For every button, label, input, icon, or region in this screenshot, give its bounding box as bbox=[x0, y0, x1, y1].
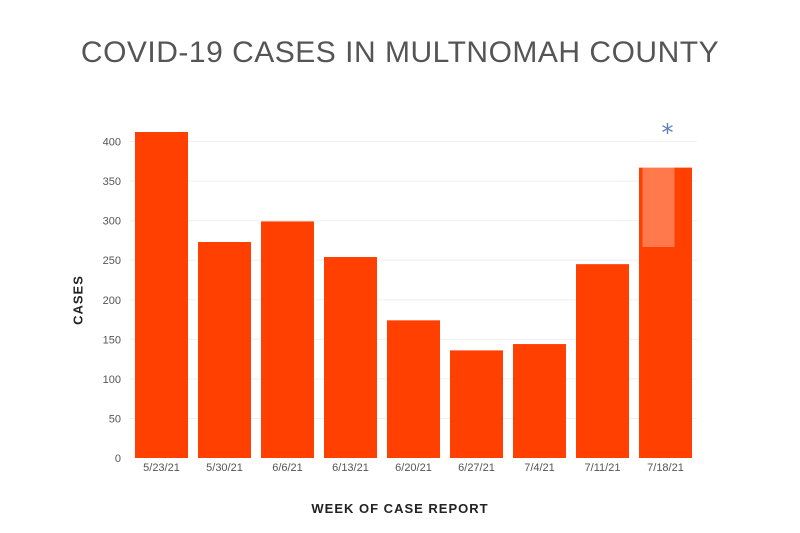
x-tick-label: 7/18/21 bbox=[647, 462, 684, 474]
x-tick-label: 6/6/21 bbox=[272, 462, 303, 474]
y-tick-label: 100 bbox=[103, 374, 121, 386]
x-tick-label: 6/13/21 bbox=[332, 462, 369, 474]
annotation-asterisk: * bbox=[662, 119, 674, 147]
x-tick-label: 6/20/21 bbox=[395, 462, 432, 474]
x-tick-label: 6/27/21 bbox=[458, 462, 495, 474]
x-axis-label: WEEK OF CASE REPORT bbox=[311, 501, 489, 516]
bar bbox=[387, 320, 440, 458]
chart-title: COVID-19 CASES IN MULTNOMAH COUNTY bbox=[80, 36, 720, 69]
y-tick-label: 400 bbox=[103, 137, 121, 149]
bar bbox=[450, 350, 503, 458]
bar bbox=[576, 264, 629, 458]
x-tick-label: 7/4/21 bbox=[524, 462, 555, 474]
bar bbox=[324, 257, 377, 458]
bar bbox=[261, 221, 314, 458]
bar bbox=[639, 167, 692, 458]
bar bbox=[135, 132, 188, 458]
x-tick-label: 5/23/21 bbox=[143, 462, 180, 474]
y-tick-label: 50 bbox=[109, 413, 121, 425]
y-tick-label: 300 bbox=[103, 216, 121, 228]
annotation-highlight bbox=[642, 110, 675, 247]
y-tick-label: 350 bbox=[103, 176, 121, 188]
y-tick-label: 0 bbox=[115, 453, 121, 465]
y-tick-label: 200 bbox=[103, 295, 121, 307]
x-tick-label: 7/11/21 bbox=[585, 462, 621, 474]
bar bbox=[198, 241, 251, 458]
x-tick-label: 5/30/21 bbox=[206, 462, 243, 474]
y-tick-label: 150 bbox=[103, 334, 121, 346]
bar bbox=[513, 344, 566, 458]
y-tick-label: 250 bbox=[103, 255, 121, 267]
